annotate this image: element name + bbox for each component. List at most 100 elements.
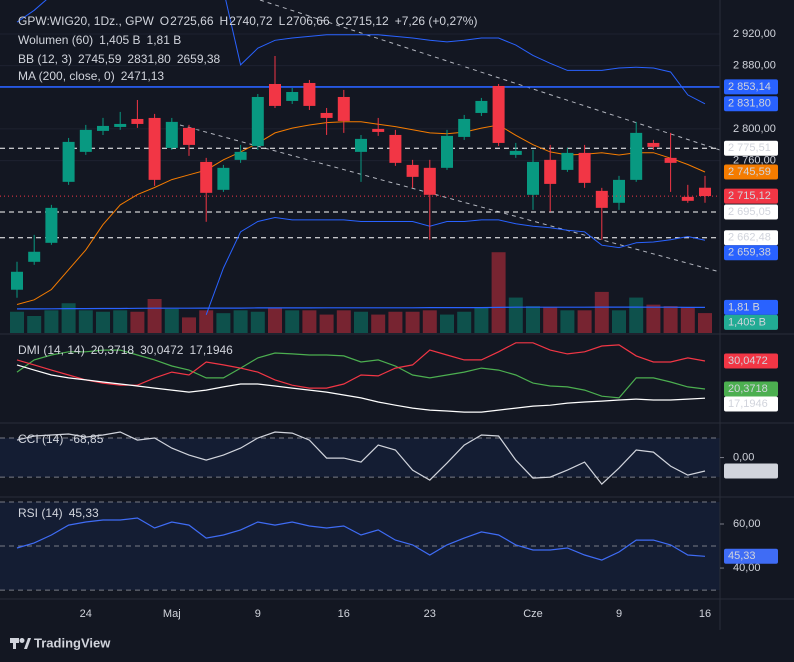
volume-bar xyxy=(698,313,712,333)
price-badge-label: 2 659,38 xyxy=(728,247,771,259)
volume-bar xyxy=(336,310,351,333)
cci-pane xyxy=(0,431,720,485)
ohlc-value: 2706,66 xyxy=(286,14,330,28)
volume-bar xyxy=(61,303,76,333)
x-tick-label: 16 xyxy=(699,608,711,620)
volume-bar xyxy=(78,310,93,333)
pane-title: DMI (14, 14) xyxy=(18,343,85,357)
candle-body xyxy=(578,152,591,183)
legend-value: 1,405 B xyxy=(99,33,140,47)
indicator-line xyxy=(16,431,706,485)
candle-body xyxy=(337,96,350,121)
candle-body xyxy=(200,161,213,193)
volume-bar xyxy=(199,310,214,333)
price-badge xyxy=(724,96,778,112)
volume-bar xyxy=(113,310,128,333)
volume-bar xyxy=(474,307,489,333)
volume-bar xyxy=(27,315,42,333)
volume-bar xyxy=(440,314,454,333)
ohlc-value: 2740,72 xyxy=(229,14,273,28)
legend-value: 20,3718 xyxy=(91,343,135,357)
candle-body xyxy=(423,167,436,195)
candle-body xyxy=(251,96,264,146)
candle-body xyxy=(681,196,694,201)
candle-body xyxy=(475,100,488,113)
volume-bar xyxy=(405,311,420,333)
price-badge xyxy=(724,140,778,156)
brand-name: TradingView xyxy=(34,635,111,650)
candle-body xyxy=(699,187,711,197)
ohlc-value: 2725,66 xyxy=(170,14,214,28)
volume-bar xyxy=(491,252,506,333)
legend-value: 1,81 B xyxy=(147,33,182,47)
volume-bar xyxy=(543,307,558,333)
price-badge xyxy=(724,204,778,220)
candle-body xyxy=(544,159,557,184)
volume-ma-line xyxy=(17,306,705,310)
price-badge xyxy=(724,230,778,246)
brand-logo xyxy=(10,638,31,649)
trend-line xyxy=(259,0,720,151)
x-tick-label: Cze xyxy=(523,608,543,620)
x-tick-label: 23 xyxy=(424,608,436,620)
x-tick-label: 24 xyxy=(80,608,92,620)
price-badge-label: 1,81 B xyxy=(728,301,760,313)
indicator-line xyxy=(16,349,706,399)
volume-bar xyxy=(233,310,248,333)
pane-title: CCI (14) xyxy=(18,432,63,446)
pane-title: RSI (14) xyxy=(18,506,63,520)
legend-title: BB (12, 3) xyxy=(18,52,72,66)
candle-body xyxy=(664,157,677,163)
legend-value: 2745,59 xyxy=(78,52,122,66)
ohlc-key: C xyxy=(336,14,345,28)
legend-value: 30,0472 xyxy=(140,343,184,357)
price-badge-label: 1,405 B xyxy=(728,316,766,328)
candle-body xyxy=(389,134,402,163)
x-tick-label: Maj xyxy=(163,608,181,620)
legend-title: Wolumen (60) xyxy=(18,33,93,47)
candle-body xyxy=(630,132,643,180)
volume-bar xyxy=(319,314,334,333)
price-badge xyxy=(724,188,778,204)
volume-bar xyxy=(182,317,196,333)
volume-bar xyxy=(594,291,609,333)
candle-body xyxy=(269,84,281,106)
ohlc-key: O xyxy=(160,14,169,28)
candle-body xyxy=(62,141,75,182)
price-badge xyxy=(724,164,778,180)
candle-body xyxy=(372,128,385,132)
price-badge-label: 2 662,48 xyxy=(728,232,771,244)
ohlc-key: L xyxy=(279,14,286,28)
price-badge-label: 30,0472 xyxy=(728,355,768,367)
price-badge-label: 2 695,05 xyxy=(728,206,771,218)
candle-body xyxy=(509,150,522,155)
volume-bar xyxy=(10,311,24,333)
candle-body xyxy=(234,151,247,160)
volume-bar xyxy=(285,310,300,333)
y-tick-label: 2 880,00 xyxy=(733,60,776,72)
legend-value: 2659,38 xyxy=(177,52,221,66)
volume-bar xyxy=(147,298,162,333)
legend-value: -68,85 xyxy=(69,432,103,446)
ohlc-value: 2715,12 xyxy=(345,14,389,28)
price-badge-label: -68,85 xyxy=(728,465,759,477)
change: +7,26 (+0,27%) xyxy=(395,14,478,28)
trend-line xyxy=(179,124,720,273)
volume-bar xyxy=(422,310,437,333)
price-badge xyxy=(724,299,778,315)
candle-body xyxy=(131,118,144,124)
price-badge xyxy=(724,548,778,564)
volume-bar xyxy=(354,311,368,333)
price-badge-label: 2 853,14 xyxy=(728,81,771,93)
candle-body xyxy=(647,142,660,147)
candle-body xyxy=(406,164,419,177)
x-tick-label: 9 xyxy=(616,608,622,620)
volume-bar xyxy=(44,310,59,333)
volume-bar xyxy=(629,297,644,333)
price-badge-label: 2 745,59 xyxy=(728,166,771,178)
indicator-line xyxy=(16,517,706,561)
candle-body xyxy=(595,190,608,208)
ohlc-key: H xyxy=(220,14,229,28)
candle-body xyxy=(355,138,367,152)
y-tick-label: 2 920,00 xyxy=(733,28,776,40)
